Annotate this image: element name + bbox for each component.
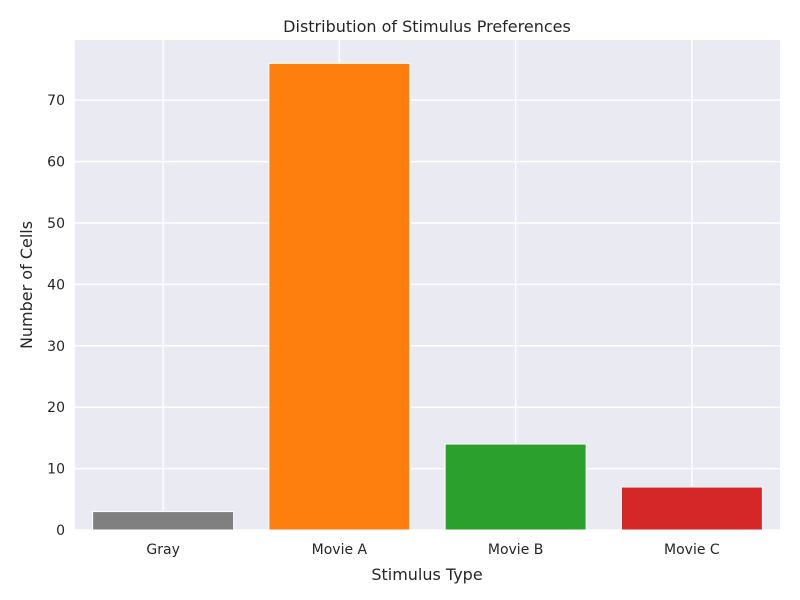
y-tick-label: 50 xyxy=(47,216,65,232)
x-tick-label: Movie B xyxy=(488,542,544,558)
bars xyxy=(92,62,763,531)
bar-movie-c xyxy=(620,486,763,531)
x-tick-label: Gray xyxy=(146,542,179,558)
x-tick-label: Movie C xyxy=(664,542,720,558)
y-tick-label: 10 xyxy=(47,462,65,478)
bar-movie-b xyxy=(444,443,587,531)
x-axis-ticks: Gray Movie A Movie B Movie C xyxy=(146,542,720,558)
x-tick-label: Movie A xyxy=(312,542,368,558)
y-axis-label: Number of Cells xyxy=(17,221,36,349)
y-tick-label: 70 xyxy=(47,93,65,109)
y-tick-label: 60 xyxy=(47,155,65,171)
y-tick-label: 0 xyxy=(56,523,65,539)
y-tick-label: 20 xyxy=(47,400,65,416)
y-axis-ticks: 0 10 20 30 40 50 60 70 xyxy=(47,93,65,539)
y-tick-label: 30 xyxy=(47,339,65,355)
y-tick-label: 40 xyxy=(47,277,65,293)
bar-movie-a xyxy=(268,62,411,531)
chart-title: Distribution of Stimulus Preferences xyxy=(283,17,571,36)
bar-gray xyxy=(92,511,235,531)
x-axis-label: Stimulus Type xyxy=(371,565,482,584)
